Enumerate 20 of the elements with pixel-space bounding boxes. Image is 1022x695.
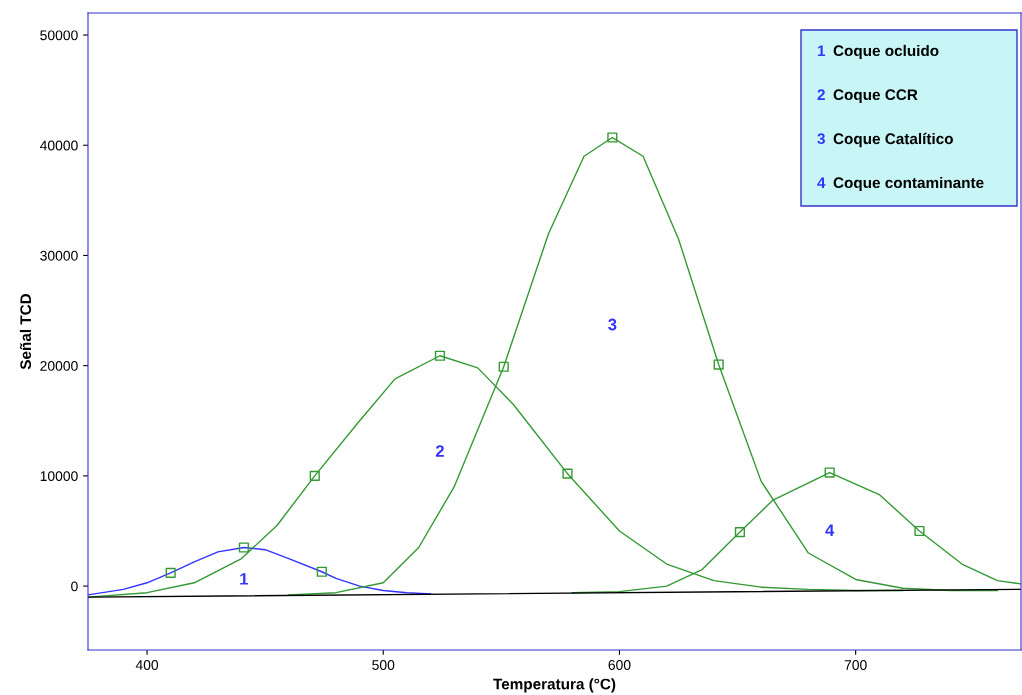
y-tick-label: 40000 xyxy=(39,140,78,151)
y-tick-label: 10000 xyxy=(40,471,78,482)
annotation: 4 Coque contaminante xyxy=(817,176,984,192)
annotation: 3 Coque Catalítico xyxy=(817,132,953,148)
x-tick-label: 500 xyxy=(372,660,395,670)
y-tick-label: 20000 xyxy=(40,361,78,371)
x-axis-title: Temperatura (°C) xyxy=(493,678,616,693)
x-tick-label: 700 xyxy=(844,660,867,670)
annotation: 1 xyxy=(240,573,249,585)
annotation: 3 xyxy=(608,318,617,331)
y-tick-label: 0 xyxy=(71,581,78,592)
x-tick-label: 600 xyxy=(608,660,631,670)
y-tick-label: 30000 xyxy=(40,250,78,261)
x-tick-label: 400 xyxy=(135,660,159,670)
annotation: 2 Coque CCR xyxy=(817,89,918,104)
annotation: 1 Coque ocluido xyxy=(817,44,939,60)
y-axis-title: Señal TCD xyxy=(19,293,32,370)
y-tick-label: 50000 xyxy=(40,30,78,41)
annotation: 2 xyxy=(435,445,444,457)
annotation: 4 xyxy=(825,524,835,536)
